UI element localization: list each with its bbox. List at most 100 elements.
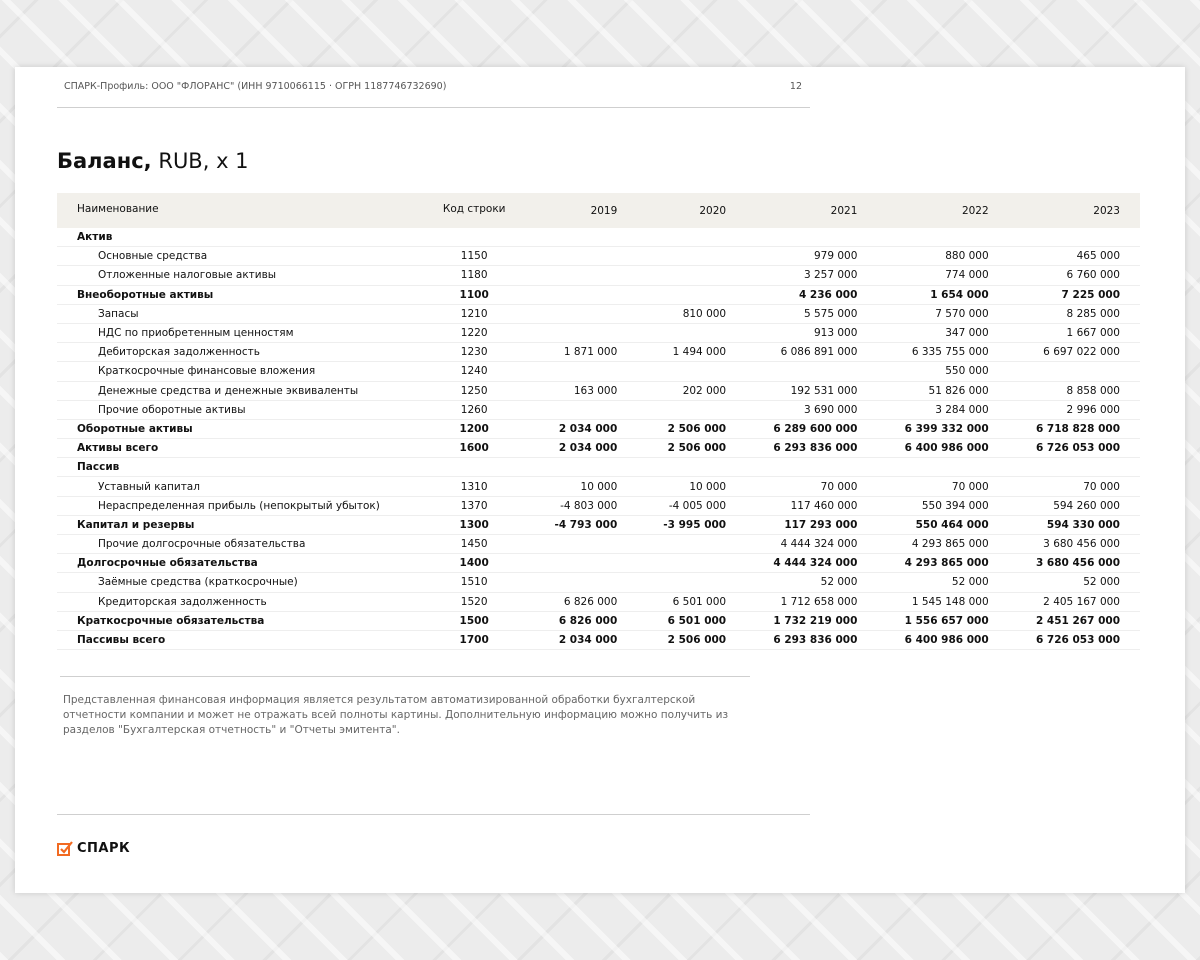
title-units: RUB, x 1 (151, 149, 249, 173)
row-value: 774 000 (877, 265, 1009, 286)
table-row: НДС по приобретенным ценностям 1220 913 00… (57, 323, 1140, 344)
row-value (637, 228, 747, 248)
table-row: Активы всего 1600 2 034 000 2 506 000 6 293 … (57, 438, 1140, 459)
row-value: 550 394 000 (877, 496, 1009, 516)
row-value: 6 726 053 000 (1008, 438, 1140, 459)
row-name: НДС по приобретенным ценностям (57, 323, 420, 344)
row-code: 1260 (419, 400, 529, 420)
row-value: 6 760 000 (1008, 265, 1140, 286)
page-header: СПАРК-Профиль: ООО "ФЛОРАНС" (ИНН 971006… (64, 81, 802, 92)
table-row: Пассивы всего 1700 2 034 000 2 506 000 6 293… (57, 630, 1140, 651)
row-value (637, 400, 747, 420)
row-code: 1200 (419, 419, 529, 440)
row-code: 1310 (419, 476, 529, 497)
row-value (637, 285, 747, 305)
row-value (637, 534, 747, 555)
row-value: 2 506 000 (637, 630, 747, 651)
row-code: 1230 (419, 342, 529, 363)
table-row: Нераспределенная прибыль (непокрытый убы… (57, 496, 1140, 516)
row-code (419, 457, 529, 478)
row-value: 70 000 (746, 476, 878, 497)
row-value (528, 285, 638, 305)
row-code (419, 228, 529, 248)
row-value: 7 570 000 (877, 304, 1009, 324)
row-name: Нераспределенная прибыль (непокрытый убы… (57, 496, 420, 516)
row-value: 2 506 000 (637, 419, 747, 440)
row-value: 5 575 000 (746, 304, 878, 324)
row-value: 7 225 000 (1008, 285, 1140, 305)
row-value: 6 718 828 000 (1008, 419, 1140, 440)
column-header-year: 2021 (830, 204, 858, 217)
row-name: Внеоборотные активы (57, 285, 420, 305)
row-value (528, 553, 638, 574)
row-value: -3 995 000 (637, 515, 747, 536)
row-name: Заёмные средства (краткосрочные) (57, 572, 420, 593)
row-value: 6 400 986 000 (877, 438, 1009, 459)
row-code: 1510 (419, 572, 529, 593)
row-value: 117 460 000 (746, 496, 878, 516)
row-value (528, 572, 638, 593)
row-code: 1400 (419, 553, 529, 574)
row-value (528, 457, 638, 478)
row-value: 6 501 000 (637, 611, 747, 631)
row-value: 6 501 000 (637, 592, 747, 612)
row-value: 4 293 865 000 (877, 534, 1009, 555)
row-name: Актив (57, 228, 420, 248)
table-row: Основные средства 1150 979 000 880 000 465 0… (57, 246, 1140, 267)
balance-table: Наименование Код строки 2019 2020 2021 2022 20… (57, 193, 1140, 651)
row-value: 52 000 (746, 572, 878, 593)
table-row: Отложенные налоговые активы 1180 3 257 000… (57, 265, 1140, 286)
row-value (877, 228, 1009, 248)
row-value: 550 000 (877, 361, 1009, 382)
row-value (746, 228, 878, 248)
table-row: Кредиторская задолженность 1520 6 826 000 6… (57, 592, 1140, 612)
column-header-year: 2020 (699, 204, 727, 217)
row-value: 2 996 000 (1008, 400, 1140, 420)
row-name: Краткосрочные обязательства (57, 611, 420, 631)
row-name: Уставный капитал (57, 476, 420, 497)
row-code: 1150 (419, 246, 529, 267)
table-row: Внеоборотные активы 1100 4 236 000 1 654 00… (57, 285, 1140, 305)
report-page: СПАРК-Профиль: ООО "ФЛОРАНС" (ИНН 971006… (15, 67, 1185, 893)
row-value: 52 000 (877, 572, 1009, 593)
row-name: Долгосрочные обязательства (57, 553, 420, 574)
row-value (528, 246, 638, 267)
row-value: 6 335 755 000 (877, 342, 1009, 363)
row-value (528, 361, 638, 382)
row-name: Запасы (57, 304, 420, 324)
row-value: 1 667 000 (1008, 323, 1140, 344)
row-name: Активы всего (57, 438, 420, 459)
row-value: 4 293 865 000 (877, 553, 1009, 574)
table-row: Долгосрочные обязательства 1400 4 444 324 … (57, 553, 1140, 574)
row-value: 880 000 (877, 246, 1009, 267)
row-value: 6 697 022 000 (1008, 342, 1140, 363)
row-value (528, 323, 638, 344)
row-value: 810 000 (637, 304, 747, 324)
row-value: 1 545 148 000 (877, 592, 1009, 612)
row-name: Прочие долгосрочные обязательства (57, 534, 420, 555)
row-code: 1180 (419, 265, 529, 286)
row-code: 1450 (419, 534, 529, 555)
spark-logo: СПАРК (57, 841, 130, 856)
row-value (1008, 228, 1140, 248)
column-header-year: 2023 (1093, 204, 1120, 217)
column-header-code: Код строки (442, 203, 506, 215)
row-value: 202 000 (637, 381, 747, 401)
note-divider (60, 676, 750, 677)
row-value: 8 858 000 (1008, 381, 1140, 401)
checkbox-check-icon (57, 841, 73, 856)
row-value (528, 400, 638, 420)
row-value (637, 572, 747, 593)
row-value: 4 444 324 000 (746, 534, 878, 555)
header-text: СПАРК-Профиль: ООО "ФЛОРАНС" (ИНН 971006… (64, 81, 447, 92)
row-value: 6 293 836 000 (746, 630, 878, 651)
row-value: -4 793 000 (528, 515, 638, 536)
row-name: Прочие оборотные активы (57, 400, 420, 420)
row-name: Основные средства (57, 246, 420, 267)
row-value (637, 553, 747, 574)
table-row: Прочие оборотные активы 1260 3 690 000 3 28… (57, 400, 1140, 420)
row-value: 594 260 000 (1008, 496, 1140, 516)
row-name: Денежные средства и денежные эквиваленты (57, 381, 420, 401)
column-header-year: 2019 (590, 204, 618, 217)
row-value: 192 531 000 (746, 381, 878, 401)
